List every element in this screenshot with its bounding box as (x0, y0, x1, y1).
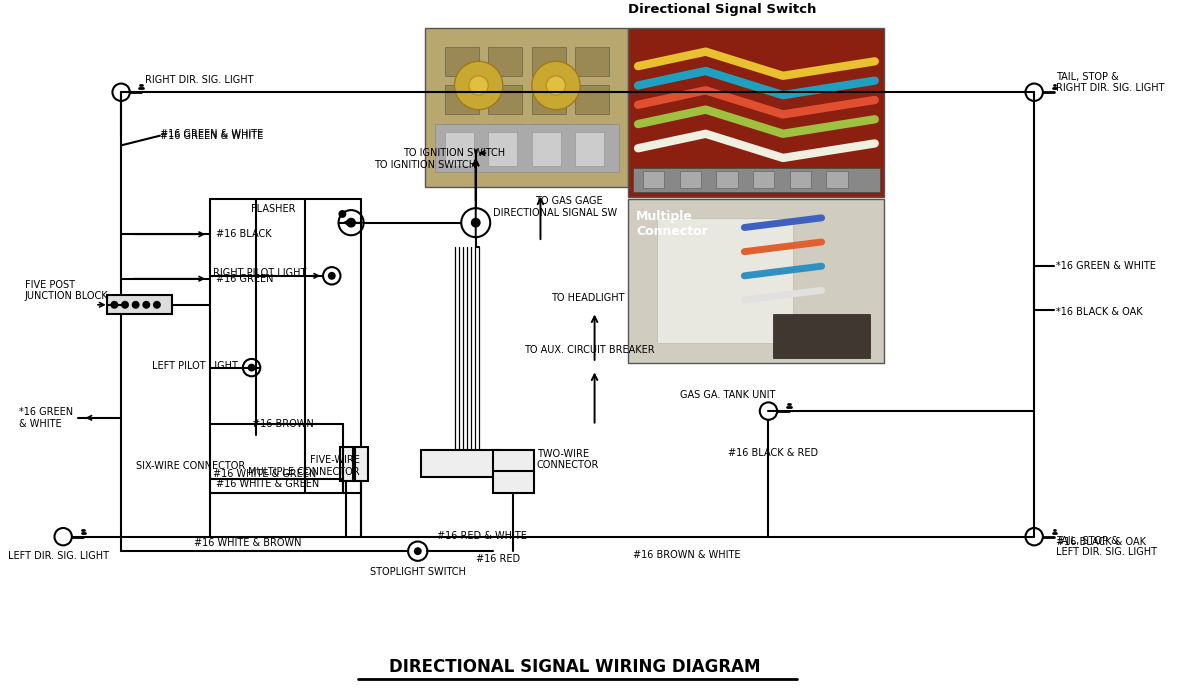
Bar (629, 198, 885, 363)
Text: #16 BLACK & RED: #16 BLACK & RED (728, 448, 818, 457)
Text: Directional Signal Switch: Directional Signal Switch (629, 3, 817, 16)
Text: STOPLIGHT SWITCH: STOPLIGHT SWITCH (369, 568, 466, 577)
Text: #16 GREEN: #16 GREEN (216, 273, 274, 284)
Circle shape (132, 302, 138, 307)
Bar (355, 447, 367, 481)
Text: #16 BLACK: #16 BLACK (216, 229, 271, 239)
Circle shape (532, 61, 581, 110)
Circle shape (111, 302, 117, 307)
Bar (575, 124, 609, 153)
Text: #16 WHITE & GREEN: #16 WHITE & GREEN (212, 469, 316, 479)
Circle shape (347, 219, 355, 226)
Bar (489, 46, 522, 76)
Text: LEFT DIR. SIG. LIGHT: LEFT DIR. SIG. LIGHT (8, 551, 109, 561)
Text: DIRECTIONAL SIGNAL SW: DIRECTIONAL SIGNAL SW (493, 208, 617, 218)
Text: TO GAS GAGE: TO GAS GAGE (535, 196, 602, 206)
Bar (657, 218, 793, 344)
Text: #16 BROWN: #16 BROWN (251, 418, 314, 429)
Text: DIRECTIONAL SIGNAL WIRING DIAGRAM: DIRECTIONAL SIGNAL WIRING DIAGRAM (389, 658, 761, 676)
Bar (826, 171, 847, 188)
Bar (753, 171, 774, 188)
Text: #16 GREEN & WHITE: #16 GREEN & WHITE (159, 130, 263, 141)
Text: #16 RED: #16 RED (476, 554, 520, 564)
Text: #16 WHITE & GREEN: #16 WHITE & GREEN (216, 479, 319, 489)
Circle shape (340, 211, 346, 217)
Bar (489, 132, 517, 166)
Bar (773, 314, 870, 358)
Text: #16 RED & WHITE: #16 RED & WHITE (437, 531, 527, 541)
Text: TAIL, STOP &
LEFT DIR. SIG. LIGHT: TAIL, STOP & LEFT DIR. SIG. LIGHT (1056, 536, 1158, 557)
Bar (445, 46, 479, 76)
Circle shape (472, 219, 479, 226)
Text: TO HEADLIGHT: TO HEADLIGHT (551, 293, 624, 303)
Text: #16 BLACK & OAK: #16 BLACK & OAK (1056, 536, 1147, 546)
Text: TWO-WIRE
CONNECTOR: TWO-WIRE CONNECTOR (537, 448, 599, 471)
Circle shape (155, 302, 159, 307)
Bar (420, 450, 498, 477)
Text: #16 WHITE & BROWN: #16 WHITE & BROWN (194, 539, 301, 548)
Text: RIGHT PILOT LIGHT: RIGHT PILOT LIGHT (212, 268, 307, 278)
Bar (680, 171, 701, 188)
Bar (532, 85, 565, 115)
Text: *16 BLACK & OAK: *16 BLACK & OAK (1056, 307, 1143, 316)
Bar (575, 46, 609, 76)
Bar (532, 46, 565, 76)
Text: TO AUX. CIRCUIT BREAKER: TO AUX. CIRCUIT BREAKER (524, 345, 655, 355)
Text: SIX-WIRE CONNECTOR: SIX-WIRE CONNECTOR (136, 461, 244, 471)
Bar (489, 124, 522, 153)
Circle shape (415, 548, 420, 554)
Text: TO IGNITION SWITCH: TO IGNITION SWITCH (404, 148, 505, 158)
Circle shape (143, 302, 149, 307)
Bar (445, 124, 479, 153)
Text: FLASHER: FLASHER (250, 204, 295, 214)
Bar (435, 124, 618, 172)
Circle shape (249, 365, 255, 371)
Text: #16 GREEN & WHITE: #16 GREEN & WHITE (159, 129, 263, 139)
Text: FIVE-WIRE
MULTIPLE CONNECTOR: FIVE-WIRE MULTIPLE CONNECTOR (248, 455, 360, 477)
Bar (493, 450, 533, 493)
Text: #16 BROWN & WHITE: #16 BROWN & WHITE (634, 550, 741, 560)
Text: LEFT PILOT LIGHT: LEFT PILOT LIGHT (152, 361, 238, 371)
Bar (789, 171, 811, 188)
Bar (106, 295, 172, 314)
Circle shape (122, 302, 127, 307)
Bar (341, 447, 353, 481)
Text: FIVE POST
JUNCTION BLOCK: FIVE POST JUNCTION BLOCK (25, 280, 109, 301)
Bar (445, 85, 479, 115)
Bar (634, 168, 879, 192)
Bar (643, 171, 664, 188)
Text: GAS GA. TANK UNIT: GAS GA. TANK UNIT (680, 389, 775, 400)
Text: TAIL, STOP &
RIGHT DIR. SIG. LIGHT: TAIL, STOP & RIGHT DIR. SIG. LIGHT (1056, 71, 1165, 94)
Bar (489, 85, 522, 115)
Text: *16 GREEN & WHITE: *16 GREEN & WHITE (1056, 261, 1156, 271)
Bar (575, 132, 604, 166)
Bar (532, 124, 565, 153)
Text: TO IGNITION SWITCH: TO IGNITION SWITCH (374, 160, 476, 170)
Bar (532, 132, 560, 166)
Circle shape (329, 273, 335, 279)
Bar (426, 28, 629, 187)
Circle shape (454, 61, 503, 110)
Bar (445, 132, 474, 166)
Bar (629, 28, 885, 196)
Text: Multiple
Connector: Multiple Connector (636, 210, 708, 238)
Bar (716, 171, 738, 188)
Bar (575, 85, 609, 115)
Text: RIGHT DIR. SIG. LIGHT: RIGHT DIR. SIG. LIGHT (145, 75, 254, 85)
Circle shape (468, 76, 489, 95)
Text: *16 GREEN
& WHITE: *16 GREEN & WHITE (19, 407, 73, 429)
Circle shape (546, 76, 565, 95)
